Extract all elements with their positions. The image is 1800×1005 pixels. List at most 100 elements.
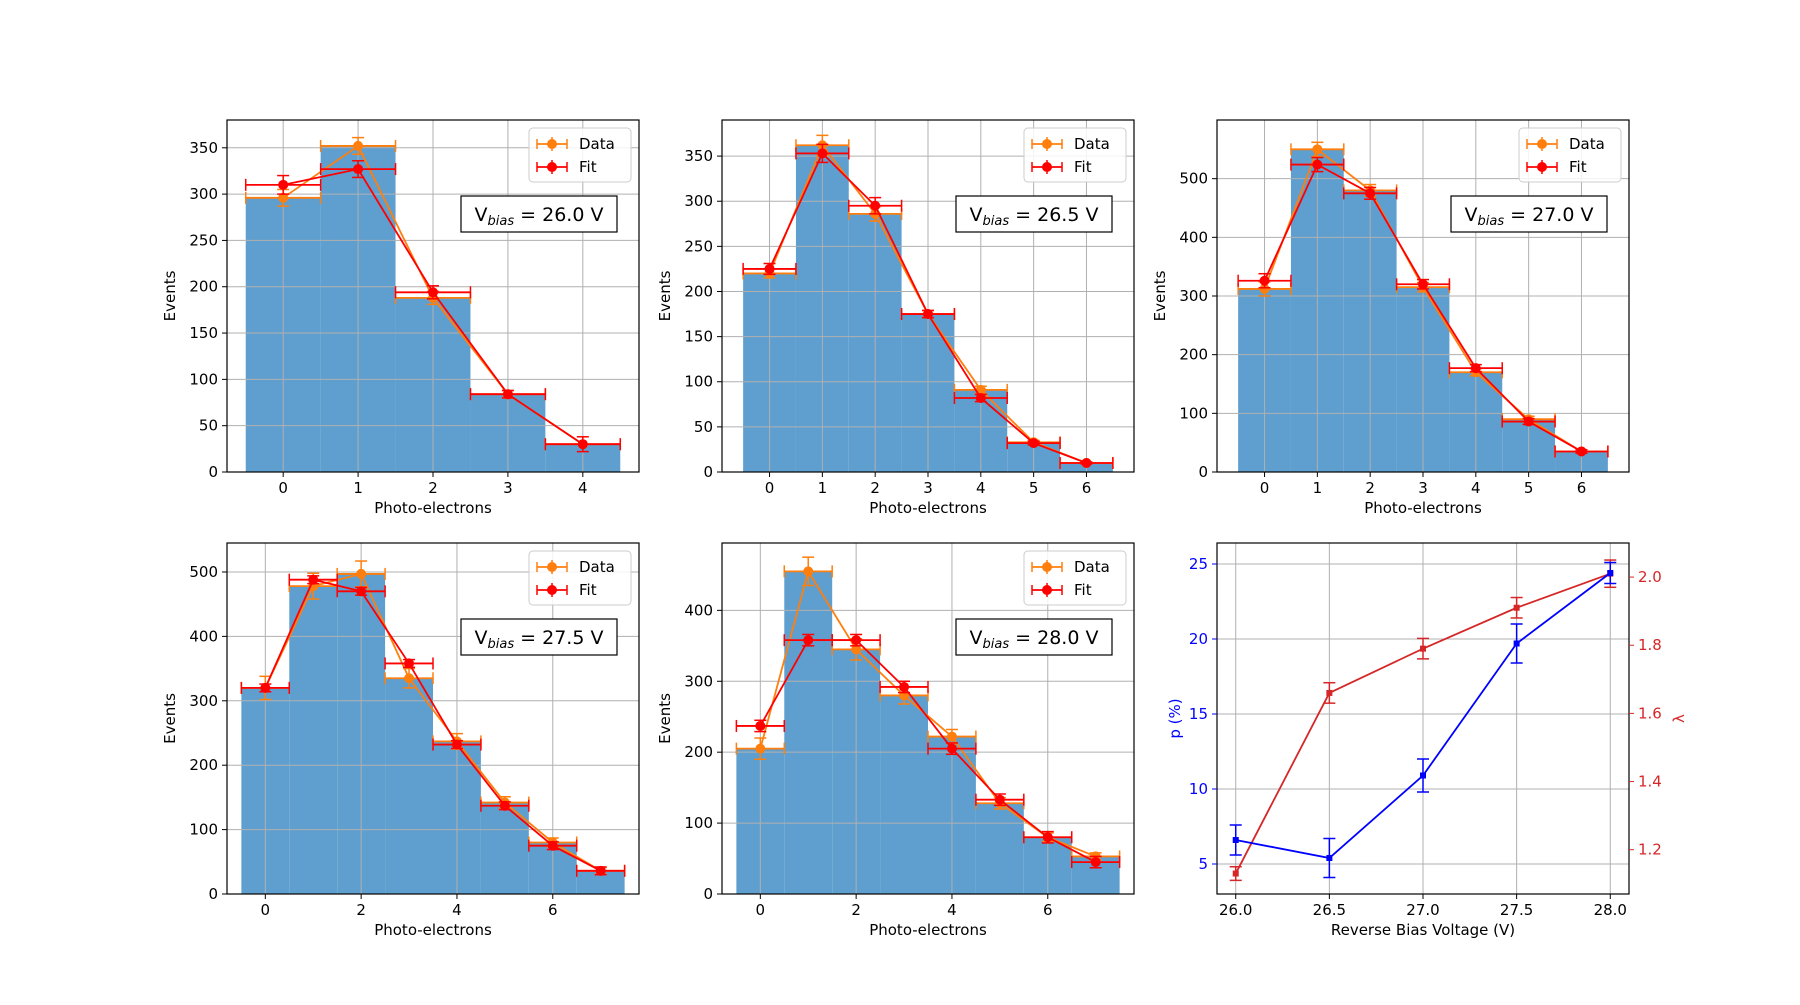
histogram-bar [784, 571, 833, 894]
series-fit [742, 143, 1114, 469]
y-tick-label-left: 20 [1189, 630, 1208, 648]
x-tick-label: 26.5 [1313, 901, 1346, 919]
legend: Data Fit [1518, 127, 1622, 183]
histogram-panel-0: 0 1 2 3 4 0 50 100 150 200 250 300 350 Photo-electron… [161, 119, 640, 517]
data-point [278, 179, 289, 190]
y-tick-label: 400 [1179, 228, 1208, 246]
data-point [404, 673, 415, 684]
legend-label: Data [1074, 135, 1110, 153]
data-point [1042, 832, 1053, 843]
data-point [817, 148, 828, 159]
legend-marker [1042, 585, 1052, 595]
data-point [428, 287, 438, 298]
x-tick-label: 2 [870, 479, 880, 497]
y-axis-label: Events [1151, 270, 1169, 321]
histogram-bar [385, 678, 433, 894]
y-tick-label-right: 1.2 [1638, 841, 1662, 859]
data-point [353, 164, 364, 175]
legend-label: Fit [579, 581, 597, 599]
vbias-symbol: V [1465, 204, 1478, 226]
data-point [994, 794, 1005, 805]
y-tick-label: 0 [1198, 463, 1208, 481]
y-tick-label: 100 [189, 370, 218, 388]
vbias-subscript: bias [488, 214, 515, 229]
data-point [499, 800, 510, 811]
legend-marker [547, 139, 557, 149]
x-tick-label: 0 [765, 479, 775, 497]
histogram-panel-1: 0 1 2 3 4 5 6 0 50 100 150 200 250 300 350 Photo-electr… [656, 119, 1135, 517]
x-axis-label: Photo-electrons [1364, 499, 1482, 517]
y-tick-label-left: 10 [1189, 780, 1208, 798]
x-tick-label: 6 [1082, 479, 1092, 497]
annotation-box [1450, 195, 1608, 233]
x-tick-label: 26.0 [1219, 901, 1252, 919]
annotation-text: Vbias = 26.0 V [475, 204, 604, 229]
data-point [404, 658, 415, 669]
y-axis-label: Events [656, 693, 674, 744]
x-tick-label: 27.0 [1406, 901, 1439, 919]
y-axis-label-left: p (%) [1166, 698, 1184, 738]
series-line [264, 578, 602, 872]
x-tick-label: 1 [1313, 479, 1323, 497]
legend: Data Fit [1023, 127, 1127, 183]
legend-marker [1042, 139, 1052, 149]
data-point [1232, 870, 1239, 877]
y-tick-label: 200 [189, 756, 218, 774]
vbias-value: = 26.0 V [514, 204, 603, 226]
y-tick-label: 200 [189, 278, 218, 296]
data-point [1420, 772, 1426, 779]
legend-marker [547, 585, 557, 595]
vbias-value: = 26.5 V [1009, 204, 1098, 226]
x-tick-label: 2 [851, 901, 861, 919]
data-point [851, 635, 862, 646]
series-p [1229, 561, 1617, 879]
data-point [755, 743, 766, 754]
legend-marker [1042, 162, 1052, 172]
data-point [1607, 570, 1614, 576]
histogram-panel-4: 0 2 4 6 0 100 200 300 400 Photo-electrons Events Da… [656, 542, 1135, 939]
x-tick-label: 1 [353, 479, 363, 497]
y-tick-label: 200 [684, 743, 713, 761]
data-point [755, 720, 766, 731]
y-tick-label: 500 [1179, 170, 1208, 188]
legend-marker [1042, 562, 1052, 572]
data-point [502, 389, 513, 400]
data-point [803, 566, 814, 577]
x-tick-label: 6 [548, 901, 558, 919]
y-tick-label: 500 [189, 563, 218, 581]
x-tick-label: 2 [1365, 479, 1375, 497]
data-point [975, 392, 986, 403]
y-tick-label: 300 [189, 692, 218, 710]
vbias-value: = 27.0 V [1504, 204, 1593, 226]
vbias-symbol: V [475, 627, 488, 649]
x-tick-label: 4 [578, 479, 588, 497]
x-tick-label: 6 [1043, 901, 1053, 919]
vbias-annotation: Vbias = 27.0 V [1450, 195, 1608, 233]
vbias-subscript: bias [1478, 214, 1505, 229]
legend-label: Fit [579, 158, 597, 176]
data-point [1326, 855, 1333, 861]
y-axis-label: Events [656, 270, 674, 321]
x-tick-label: 0 [1260, 479, 1270, 497]
x-tick-label: 0 [756, 901, 766, 919]
y-tick-label: 0 [208, 885, 218, 903]
legend-marker [547, 562, 557, 572]
vbias-annotation: Vbias = 27.5 V [460, 618, 618, 656]
y-tick-label: 300 [1179, 287, 1208, 305]
x-tick-label: 3 [923, 479, 933, 497]
legend: Data Fit [528, 550, 632, 606]
annotation-text: Vbias = 28.0 V [970, 627, 1099, 652]
data-point [1259, 275, 1270, 286]
y-axis-label: Events [161, 693, 179, 744]
vbias-symbol: V [970, 627, 983, 649]
y-tick-label: 100 [189, 821, 218, 839]
legend-label: Data [579, 135, 615, 153]
x-tick-label: 27.5 [1500, 901, 1533, 919]
vbias-symbol: V [475, 204, 488, 226]
vbias-subscript: bias [488, 637, 515, 652]
series-fit [244, 160, 622, 453]
y-tick-label-left: 5 [1198, 855, 1208, 873]
data-point [1418, 279, 1428, 290]
vbias-value: = 27.5 V [514, 627, 603, 649]
